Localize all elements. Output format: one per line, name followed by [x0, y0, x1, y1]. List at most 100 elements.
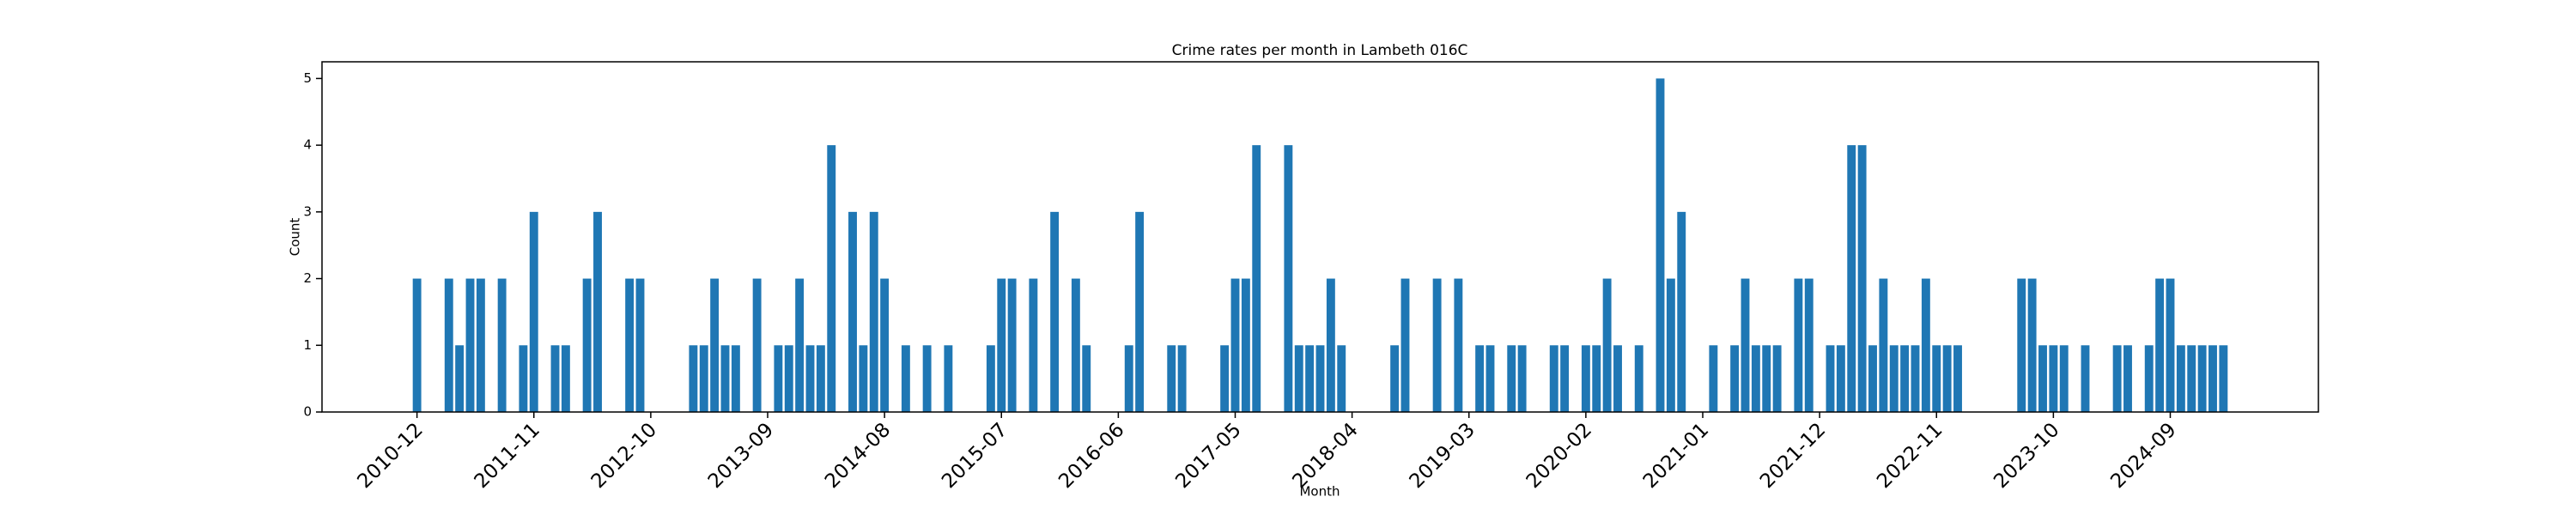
bar	[1220, 345, 1230, 412]
bar	[1911, 345, 1920, 412]
bar	[476, 278, 485, 412]
bar	[1124, 345, 1133, 412]
bar	[412, 278, 422, 412]
y-tick-label: 0	[303, 404, 312, 420]
bar	[455, 345, 465, 412]
bar	[2219, 345, 2228, 412]
bar	[1868, 345, 1877, 412]
bar	[1602, 278, 1612, 412]
bar	[550, 345, 560, 412]
bar	[710, 278, 720, 412]
bar	[689, 345, 698, 412]
bar	[880, 278, 890, 412]
bar	[1942, 345, 1952, 412]
x-tick-label: 2024-09	[2106, 419, 2180, 493]
bar	[1751, 345, 1760, 412]
bar	[1741, 278, 1750, 412]
bar	[625, 278, 635, 412]
x-tick-label: 2023-10	[1990, 419, 2063, 493]
bar	[2049, 345, 2058, 412]
bar	[784, 345, 793, 412]
bar	[1050, 211, 1060, 412]
bar	[593, 211, 602, 412]
bar	[1826, 345, 1835, 412]
bar	[582, 278, 592, 412]
plot-frame	[321, 61, 2319, 413]
bar	[2166, 278, 2175, 412]
bar	[1857, 145, 1867, 412]
bar	[1560, 345, 1570, 412]
chart-title: Crime rates per month in Lambeth 016C	[1172, 42, 1468, 59]
bar	[1177, 345, 1187, 412]
bar	[497, 278, 507, 412]
bar	[731, 345, 740, 412]
bar	[2208, 345, 2217, 412]
bar	[2017, 278, 2026, 412]
bar	[2187, 345, 2196, 412]
bar	[1071, 278, 1080, 412]
bar	[1581, 345, 1590, 412]
bar	[529, 211, 538, 412]
bar	[1315, 345, 1325, 412]
y-tick-label: 1	[303, 337, 312, 353]
bar	[1454, 278, 1463, 412]
bar	[1656, 78, 1665, 412]
bar	[2081, 345, 2090, 412]
bar	[1485, 345, 1495, 412]
bar	[1921, 278, 1930, 412]
x-tick-label: 2012-10	[587, 419, 661, 493]
bar	[827, 145, 836, 412]
bar	[944, 345, 953, 412]
bar	[2123, 345, 2132, 412]
bar	[2155, 278, 2165, 412]
bar	[774, 345, 783, 412]
bar	[2112, 345, 2122, 412]
y-axis-label: Count	[288, 218, 303, 257]
bar	[1836, 345, 1845, 412]
x-tick-label: 2021-12	[1756, 419, 1830, 493]
bar	[2027, 278, 2037, 412]
bar	[1549, 345, 1558, 412]
y-tick-label: 2	[303, 270, 312, 286]
y-tick-label: 4	[303, 137, 312, 153]
bar	[1677, 211, 1686, 412]
bar	[1730, 345, 1740, 412]
bar	[805, 345, 815, 412]
bar	[1794, 278, 1803, 412]
x-tick-label: 2011-11	[471, 419, 544, 493]
bar	[2197, 345, 2207, 412]
bar	[901, 345, 910, 412]
bar	[1666, 278, 1675, 412]
bar	[1167, 345, 1176, 412]
x-tick-label: 2022-11	[1873, 419, 1947, 493]
x-tick-label: 2016-06	[1054, 419, 1128, 493]
bar	[795, 278, 805, 412]
x-tick-label: 2020-02	[1522, 419, 1596, 493]
bar	[1709, 345, 1718, 412]
bar	[1305, 345, 1315, 412]
bar	[922, 345, 932, 412]
bar	[1252, 145, 1261, 412]
bar	[1294, 345, 1303, 412]
bar	[1326, 278, 1335, 412]
bar	[1900, 345, 1910, 412]
bar	[1613, 345, 1622, 412]
bar	[1007, 278, 1017, 412]
x-tick-label: 2019-03	[1406, 419, 1479, 493]
bar	[816, 345, 825, 412]
x-tick-label: 2018-04	[1289, 419, 1363, 493]
bar	[1592, 345, 1601, 412]
bar	[1517, 345, 1527, 412]
bar	[1953, 345, 1962, 412]
bar	[1889, 345, 1899, 412]
bar	[1932, 345, 1941, 412]
bar	[1400, 278, 1410, 412]
bar	[2059, 345, 2069, 412]
x-tick-label: 2015-07	[938, 419, 1012, 493]
bar	[444, 278, 453, 412]
bar	[1390, 345, 1400, 412]
bar	[1634, 345, 1643, 412]
bar	[519, 345, 528, 412]
bar	[1230, 278, 1240, 412]
